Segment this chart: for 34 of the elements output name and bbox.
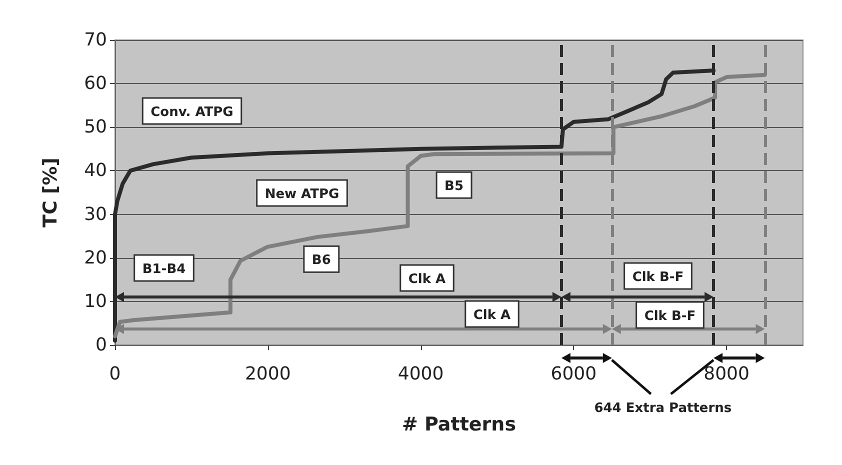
label-box: Clk B-F: [636, 301, 704, 329]
annotation: Clk A: [408, 272, 446, 287]
y-tick-label: 30: [84, 204, 107, 225]
label-box: Conv. ATPG: [142, 97, 242, 125]
x-tick-label: 0: [109, 364, 121, 384]
label-box: B6: [303, 245, 340, 273]
y-tick-label: 50: [84, 116, 107, 138]
text: 644 Extra Patterns: [594, 401, 732, 416]
x-axis-title: # Patterns: [402, 414, 516, 436]
x-tick-label: 6000: [550, 364, 597, 384]
x-tick-label: 2000: [244, 364, 291, 384]
y-tick-label: 20: [84, 247, 107, 268]
label-box: B5: [436, 171, 472, 199]
annotation: Conv. ATPG: [150, 105, 234, 120]
y-tick-label: 60: [84, 73, 107, 94]
annotation: Clk B-F: [632, 270, 684, 285]
annotation: New ATPG: [264, 187, 340, 202]
annotation: Clk A: [473, 308, 511, 323]
label-box: Clk A: [464, 300, 520, 328]
label-box: Clk A: [400, 264, 454, 292]
annotation: Clk B-F: [644, 309, 696, 324]
y-tick-label: 0: [96, 334, 107, 356]
label-box: Clk B-F: [624, 262, 692, 290]
y-axis-title: TC [%]: [40, 158, 62, 228]
label-box: B1-B4: [134, 254, 194, 282]
y-tick-label: 70: [84, 30, 107, 50]
annotation: B5: [444, 179, 464, 194]
x-tick-label: 8000: [704, 364, 750, 384]
y-tick-label: 40: [84, 160, 107, 182]
label-box: New ATPG: [256, 179, 348, 207]
x-tick-label: 4000: [398, 364, 444, 384]
annotation: B6: [312, 253, 331, 268]
y-tick-label: 10: [84, 290, 107, 312]
annotation: B1-B4: [142, 262, 186, 277]
